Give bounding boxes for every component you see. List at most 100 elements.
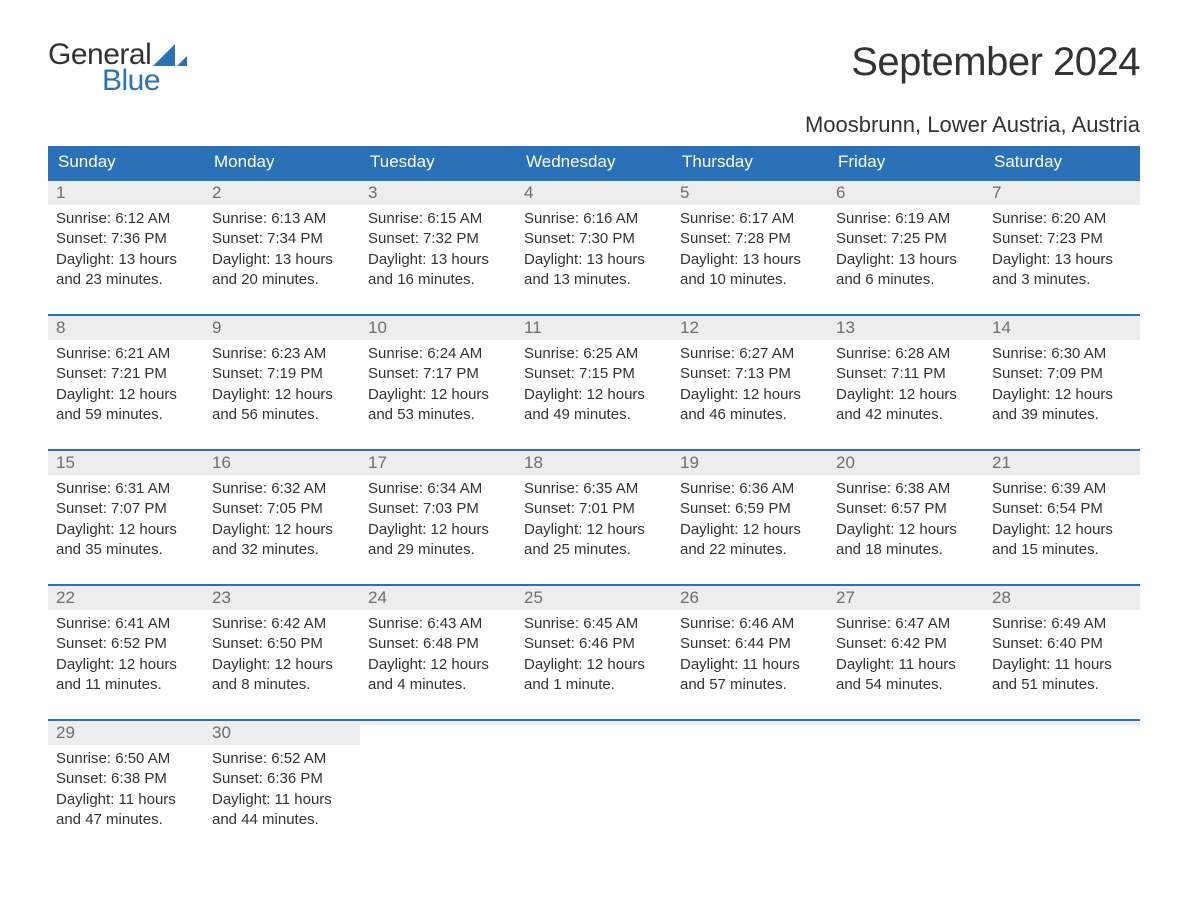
calendar-day: 30Sunrise: 6:52 AMSunset: 6:36 PMDayligh… — [204, 721, 360, 836]
day-number-row: 24 — [360, 586, 516, 610]
day-d1: Daylight: 12 hours — [836, 520, 976, 540]
day-number: 7 — [984, 181, 1140, 205]
day-sunset: Sunset: 6:38 PM — [56, 769, 196, 789]
day-number-row: 28 — [984, 586, 1140, 610]
calendar-week: 1Sunrise: 6:12 AMSunset: 7:36 PMDaylight… — [48, 179, 1140, 296]
day-d2: and 53 minutes. — [368, 405, 508, 425]
day-sunrise: Sunrise: 6:47 AM — [836, 614, 976, 634]
day-number-row: 30 — [204, 721, 360, 745]
day-d2: and 4 minutes. — [368, 675, 508, 695]
calendar-day: 28Sunrise: 6:49 AMSunset: 6:40 PMDayligh… — [984, 586, 1140, 701]
dow-monday: Monday — [204, 146, 360, 179]
day-body: Sunrise: 6:39 AMSunset: 6:54 PMDaylight:… — [984, 475, 1140, 566]
day-number: 30 — [204, 721, 360, 745]
header: General Blue September 2024 — [48, 40, 1140, 96]
dow-thursday: Thursday — [672, 146, 828, 179]
day-number: 10 — [360, 316, 516, 340]
day-d1: Daylight: 12 hours — [524, 520, 664, 540]
day-sunset: Sunset: 7:36 PM — [56, 229, 196, 249]
day-number: 20 — [828, 451, 984, 475]
day-number-row: 2 — [204, 181, 360, 205]
day-body: Sunrise: 6:12 AMSunset: 7:36 PMDaylight:… — [48, 205, 204, 296]
calendar-day: 8Sunrise: 6:21 AMSunset: 7:21 PMDaylight… — [48, 316, 204, 431]
day-sunrise: Sunrise: 6:31 AM — [56, 479, 196, 499]
day-number-row: 18 — [516, 451, 672, 475]
day-number-row: 7 — [984, 181, 1140, 205]
day-d1: Daylight: 12 hours — [524, 655, 664, 675]
day-body: Sunrise: 6:46 AMSunset: 6:44 PMDaylight:… — [672, 610, 828, 701]
month-title: September 2024 — [851, 40, 1140, 85]
day-sunrise: Sunrise: 6:24 AM — [368, 344, 508, 364]
dow-saturday: Saturday — [984, 146, 1140, 179]
day-sunrise: Sunrise: 6:50 AM — [56, 749, 196, 769]
day-number-row: 3 — [360, 181, 516, 205]
calendar-day — [516, 721, 672, 836]
day-sunrise: Sunrise: 6:43 AM — [368, 614, 508, 634]
day-body: Sunrise: 6:50 AMSunset: 6:38 PMDaylight:… — [48, 745, 204, 836]
day-number-row: 9 — [204, 316, 360, 340]
day-number: 9 — [204, 316, 360, 340]
day-sunset: Sunset: 7:32 PM — [368, 229, 508, 249]
day-body: Sunrise: 6:47 AMSunset: 6:42 PMDaylight:… — [828, 610, 984, 701]
day-number: 15 — [48, 451, 204, 475]
day-d1: Daylight: 12 hours — [368, 520, 508, 540]
day-number-row — [984, 721, 1140, 725]
day-number-row: 8 — [48, 316, 204, 340]
day-d2: and 25 minutes. — [524, 540, 664, 560]
day-d2: and 13 minutes. — [524, 270, 664, 290]
day-number: 3 — [360, 181, 516, 205]
day-sunrise: Sunrise: 6:30 AM — [992, 344, 1132, 364]
day-sunrise: Sunrise: 6:28 AM — [836, 344, 976, 364]
calendar-week: 8Sunrise: 6:21 AMSunset: 7:21 PMDaylight… — [48, 314, 1140, 431]
day-d1: Daylight: 12 hours — [56, 385, 196, 405]
day-number-row — [828, 721, 984, 725]
day-body: Sunrise: 6:32 AMSunset: 7:05 PMDaylight:… — [204, 475, 360, 566]
day-number: 8 — [48, 316, 204, 340]
day-number: 16 — [204, 451, 360, 475]
day-number-row: 19 — [672, 451, 828, 475]
calendar-day: 18Sunrise: 6:35 AMSunset: 7:01 PMDayligh… — [516, 451, 672, 566]
day-body: Sunrise: 6:30 AMSunset: 7:09 PMDaylight:… — [984, 340, 1140, 431]
day-number: 11 — [516, 316, 672, 340]
calendar-day: 12Sunrise: 6:27 AMSunset: 7:13 PMDayligh… — [672, 316, 828, 431]
day-sunrise: Sunrise: 6:42 AM — [212, 614, 352, 634]
day-body: Sunrise: 6:28 AMSunset: 7:11 PMDaylight:… — [828, 340, 984, 431]
day-sunset: Sunset: 7:23 PM — [992, 229, 1132, 249]
calendar-day — [828, 721, 984, 836]
calendar-day — [672, 721, 828, 836]
day-sunrise: Sunrise: 6:27 AM — [680, 344, 820, 364]
day-sunrise: Sunrise: 6:36 AM — [680, 479, 820, 499]
day-body: Sunrise: 6:25 AMSunset: 7:15 PMDaylight:… — [516, 340, 672, 431]
day-d2: and 8 minutes. — [212, 675, 352, 695]
day-number: 21 — [984, 451, 1140, 475]
day-sunrise: Sunrise: 6:49 AM — [992, 614, 1132, 634]
day-sunset: Sunset: 7:28 PM — [680, 229, 820, 249]
day-body: Sunrise: 6:45 AMSunset: 6:46 PMDaylight:… — [516, 610, 672, 701]
day-d1: Daylight: 12 hours — [368, 655, 508, 675]
calendar-day: 23Sunrise: 6:42 AMSunset: 6:50 PMDayligh… — [204, 586, 360, 701]
day-sunset: Sunset: 6:50 PM — [212, 634, 352, 654]
day-d2: and 59 minutes. — [56, 405, 196, 425]
day-d1: Daylight: 12 hours — [212, 385, 352, 405]
day-number: 6 — [828, 181, 984, 205]
day-d1: Daylight: 11 hours — [836, 655, 976, 675]
day-body: Sunrise: 6:34 AMSunset: 7:03 PMDaylight:… — [360, 475, 516, 566]
calendar-week: 29Sunrise: 6:50 AMSunset: 6:38 PMDayligh… — [48, 719, 1140, 836]
day-sunset: Sunset: 6:52 PM — [56, 634, 196, 654]
day-d1: Daylight: 12 hours — [212, 655, 352, 675]
day-body: Sunrise: 6:19 AMSunset: 7:25 PMDaylight:… — [828, 205, 984, 296]
dow-friday: Friday — [828, 146, 984, 179]
day-body: Sunrise: 6:20 AMSunset: 7:23 PMDaylight:… — [984, 205, 1140, 296]
day-d2: and 1 minute. — [524, 675, 664, 695]
day-number: 19 — [672, 451, 828, 475]
day-d1: Daylight: 12 hours — [836, 385, 976, 405]
day-d1: Daylight: 12 hours — [56, 520, 196, 540]
day-d1: Daylight: 13 hours — [992, 250, 1132, 270]
day-d2: and 51 minutes. — [992, 675, 1132, 695]
calendar-day: 24Sunrise: 6:43 AMSunset: 6:48 PMDayligh… — [360, 586, 516, 701]
day-sunrise: Sunrise: 6:20 AM — [992, 209, 1132, 229]
day-sunset: Sunset: 7:19 PM — [212, 364, 352, 384]
day-sunset: Sunset: 7:07 PM — [56, 499, 196, 519]
day-body: Sunrise: 6:38 AMSunset: 6:57 PMDaylight:… — [828, 475, 984, 566]
day-number: 24 — [360, 586, 516, 610]
